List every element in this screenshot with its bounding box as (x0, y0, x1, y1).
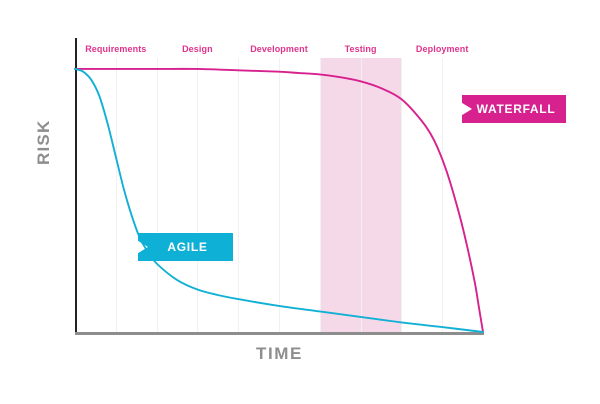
x-axis-line (75, 332, 484, 335)
gridline (319, 58, 321, 332)
phase-label-testing: Testing (344, 44, 377, 54)
agile-callout-badge: AGILE (138, 233, 233, 261)
phase-label-deployment: Deployment (415, 44, 469, 54)
phase-label-design: Design (182, 44, 213, 54)
y-axis-line (75, 38, 77, 334)
waterfall-callout-label: WATERFALL (476, 102, 556, 116)
gridline (197, 58, 199, 332)
y-axis-title: RISK (34, 119, 53, 165)
gridline (115, 58, 117, 332)
gridline (238, 58, 240, 332)
gridline (279, 58, 280, 332)
gridline (442, 58, 444, 332)
phase-label-development: Development (250, 44, 308, 54)
phase-label-requirements: Requirements (85, 44, 147, 54)
gridline (156, 58, 158, 332)
plot-area (75, 58, 483, 332)
gridline (360, 58, 362, 332)
waterfall-callout-badge: WATERFALL (462, 95, 566, 123)
gridline (401, 58, 403, 332)
agile-callout-label: AGILE (167, 240, 208, 254)
x-axis-title: TIME (255, 344, 303, 363)
